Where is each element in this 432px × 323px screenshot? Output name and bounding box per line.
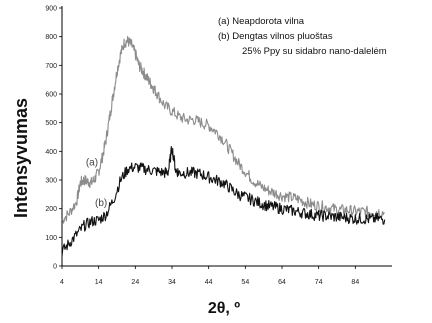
y-tick-label: 0 (53, 264, 57, 271)
x-tick-label: 24 (131, 279, 139, 286)
x-tick-label: 84 (351, 279, 359, 286)
y-tick-label: 100 (45, 235, 57, 242)
legend-entry: 25% Ppy su sidabro nano-dalelėm (242, 46, 387, 57)
y-tick-label: 500 (45, 120, 57, 127)
y-tick-label: 900 (45, 6, 57, 13)
x-tick-label: 54 (241, 279, 249, 286)
series-annotation: (b) (95, 198, 107, 209)
x-axis-label: 2θ, º (208, 300, 240, 317)
series-line-b (61, 145, 386, 257)
annotations: (a) (b) (86, 158, 107, 209)
y-tick-label: 400 (45, 149, 57, 156)
series-line-a (61, 35, 385, 224)
series-group (61, 35, 386, 257)
series-annotation: (a) (86, 158, 98, 169)
y-tick-label: 600 (45, 92, 57, 99)
x-tick-label: 34 (168, 279, 176, 286)
x-tick-label: 14 (95, 279, 103, 286)
legend-entry: (a) Neapdorota vilna (218, 16, 305, 27)
y-tick-label: 700 (45, 63, 57, 70)
x-tick-label: 64 (278, 279, 286, 286)
x-tick-label: 4 (60, 279, 64, 286)
x-tick-label: 44 (205, 279, 213, 286)
legend-entry: (b) Dengtas vilnos pluoštas (218, 31, 333, 42)
x-tick-label: 74 (315, 279, 323, 286)
y-tick-label: 200 (45, 206, 57, 213)
tick-labels: 0 100 200 300 400 500 600 700 800 900 4 14 24 34 44 54 6… (45, 6, 359, 287)
axes (59, 6, 392, 269)
legend: (a) Neapdorota vilna (b) Dengtas vilnos p… (218, 16, 387, 57)
y-tick-label: 300 (45, 178, 57, 185)
y-axis-label: Intensyvumas (11, 98, 31, 218)
y-tick-label: 800 (45, 34, 57, 41)
